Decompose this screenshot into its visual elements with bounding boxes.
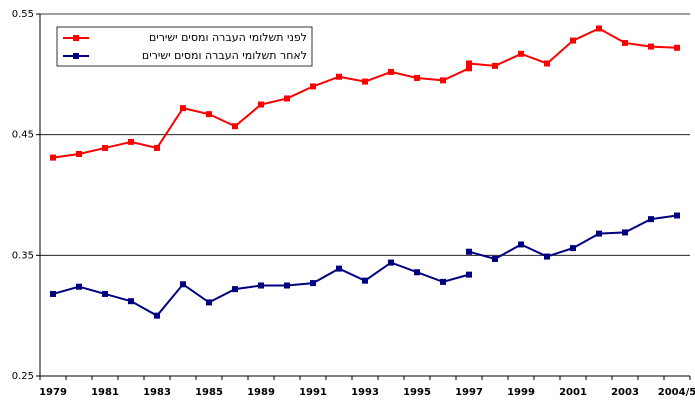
marker: [622, 39, 628, 46]
marker: [544, 253, 550, 260]
marker: [544, 60, 550, 67]
marker: [570, 245, 576, 252]
x-tick-label: 2003: [611, 387, 639, 398]
x-tick-label: 1999: [507, 387, 535, 398]
marker: [674, 212, 680, 219]
x-tick-label: 1979: [39, 387, 67, 398]
x-tick-label: 1995: [403, 387, 431, 398]
legend-marker: [73, 35, 79, 41]
marker: [492, 255, 498, 262]
marker: [180, 105, 186, 112]
marker: [154, 312, 160, 319]
legend-label: לאחר תשלומי העברה ומסים ישירים: [142, 49, 307, 62]
marker: [466, 248, 472, 255]
marker: [518, 241, 524, 248]
marker: [154, 144, 160, 151]
marker: [440, 278, 446, 285]
marker: [466, 271, 472, 278]
legend-box: [56, 26, 313, 67]
marker: [206, 111, 212, 118]
legend-marker: [73, 53, 79, 59]
y-tick-label: 0.45: [12, 130, 34, 141]
marker: [310, 83, 316, 90]
marker: [258, 101, 264, 108]
marker: [466, 60, 472, 67]
x-tick-label: 1991: [299, 387, 327, 398]
marker: [414, 269, 420, 276]
marker: [596, 25, 602, 32]
marker: [232, 123, 238, 130]
marker: [284, 282, 290, 289]
marker: [102, 290, 108, 297]
marker: [596, 230, 602, 237]
x-tick-label: 1983: [143, 387, 171, 398]
marker: [440, 77, 446, 84]
marker: [492, 62, 498, 69]
marker: [76, 283, 82, 290]
y-tick-label: 0.35: [12, 250, 34, 261]
marker: [232, 286, 238, 293]
marker: [648, 216, 654, 223]
y-tick-label: 0.25: [12, 371, 34, 382]
x-tick-label: 1989: [247, 387, 275, 398]
marker: [128, 138, 134, 145]
marker: [180, 281, 186, 288]
series-line: [468, 214, 678, 261]
marker: [102, 144, 108, 151]
y-tick-label: 0.55: [12, 9, 34, 20]
marker: [336, 73, 342, 80]
marker: [76, 150, 82, 157]
marker: [50, 154, 56, 161]
marker: [518, 50, 524, 57]
x-tick-label: 2001: [559, 387, 587, 398]
marker: [388, 68, 394, 75]
marker: [206, 299, 212, 306]
x-tick-label: 1985: [195, 387, 223, 398]
marker: [388, 259, 394, 266]
marker: [414, 74, 420, 81]
x-tick-label: 1993: [351, 387, 379, 398]
marker: [570, 37, 576, 44]
marker: [362, 277, 368, 284]
marker: [284, 95, 290, 102]
marker: [466, 65, 472, 72]
x-tick-label: 2004/5: [658, 387, 695, 398]
marker: [336, 265, 342, 272]
marker: [310, 280, 316, 287]
marker: [258, 282, 264, 289]
marker: [648, 43, 654, 50]
series-line: [52, 67, 470, 159]
x-tick-label: 1981: [91, 387, 119, 398]
marker: [674, 44, 680, 51]
marker: [362, 78, 368, 85]
series-line: [52, 261, 470, 317]
legend-label: לפני תשלומי העברה ומסים ישירים: [149, 31, 307, 44]
marker: [622, 229, 628, 236]
marker: [128, 298, 134, 305]
series-line: [468, 27, 678, 67]
x-tick-label: 1997: [455, 387, 483, 398]
marker: [50, 290, 56, 297]
